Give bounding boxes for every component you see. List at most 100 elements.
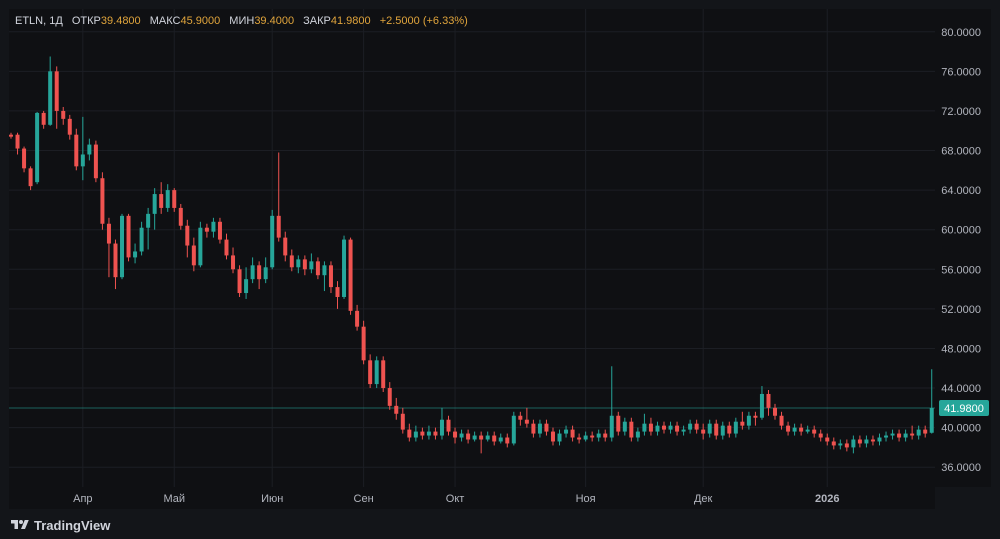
candle[interactable] — [381, 356, 386, 392]
candle[interactable] — [583, 431, 588, 442]
candle[interactable] — [335, 281, 340, 309]
candle[interactable] — [596, 429, 601, 442]
candle[interactable] — [302, 255, 307, 276]
candle[interactable] — [22, 146, 27, 173]
candle[interactable] — [146, 207, 151, 250]
candle[interactable] — [165, 184, 170, 212]
candle[interactable] — [100, 172, 105, 230]
candle[interactable] — [635, 427, 640, 442]
candle[interactable] — [648, 417, 653, 436]
candle[interactable] — [139, 221, 144, 256]
candle[interactable] — [864, 435, 869, 448]
tradingview-logo[interactable]: TradingView — [10, 517, 110, 533]
candle[interactable] — [48, 56, 53, 126]
candle[interactable] — [328, 261, 333, 294]
candle[interactable] — [662, 421, 666, 434]
chart-plot-area[interactable] — [9, 9, 935, 487]
candle[interactable] — [413, 425, 418, 442]
candle[interactable] — [910, 425, 915, 440]
candle[interactable] — [231, 247, 236, 274]
candle[interactable] — [113, 239, 118, 290]
candle[interactable] — [217, 217, 222, 244]
candle[interactable] — [9, 132, 13, 139]
candle[interactable] — [355, 304, 360, 331]
candle[interactable] — [609, 366, 614, 442]
candle[interactable] — [459, 429, 464, 442]
candle[interactable] — [453, 427, 458, 444]
candle[interactable] — [211, 217, 216, 238]
candle[interactable] — [126, 213, 131, 262]
candle[interactable] — [407, 423, 412, 442]
candle[interactable] — [152, 188, 157, 230]
candle[interactable] — [61, 106, 66, 125]
candle[interactable] — [694, 419, 699, 434]
candle[interactable] — [577, 433, 582, 444]
candle[interactable] — [844, 439, 849, 452]
candle[interactable] — [505, 433, 510, 448]
candle[interactable] — [916, 425, 921, 440]
candle[interactable] — [309, 253, 314, 274]
candle[interactable] — [740, 411, 745, 430]
candle[interactable] — [629, 417, 634, 442]
candle[interactable] — [668, 421, 673, 434]
candle[interactable] — [15, 132, 20, 155]
candle[interactable] — [825, 433, 830, 446]
candle[interactable] — [28, 166, 33, 191]
candle[interactable] — [923, 425, 928, 438]
candle[interactable] — [315, 257, 320, 280]
candle[interactable] — [805, 425, 810, 434]
candle[interactable] — [890, 429, 895, 440]
candle[interactable] — [368, 354, 373, 389]
candle[interactable] — [564, 425, 569, 438]
candle[interactable] — [681, 425, 686, 436]
candle[interactable] — [870, 435, 875, 446]
candle[interactable] — [897, 429, 902, 442]
candle[interactable] — [479, 431, 484, 454]
candle[interactable] — [877, 433, 882, 446]
candle[interactable] — [622, 417, 627, 436]
candle[interactable] — [766, 390, 771, 416]
candle[interactable] — [786, 421, 791, 436]
candle[interactable] — [106, 217, 111, 278]
candle[interactable] — [283, 231, 288, 262]
price-axis[interactable]: 80.0000 76.0000 72.0000 68.0000 64.0000 60.00… — [935, 9, 991, 487]
candle[interactable] — [250, 257, 255, 284]
candle[interactable] — [374, 356, 379, 389]
candle[interactable] — [348, 237, 353, 315]
candle[interactable] — [244, 267, 249, 299]
candle[interactable] — [426, 425, 431, 440]
candlestick-chart[interactable] — [9, 9, 935, 487]
candle[interactable] — [485, 431, 490, 442]
candle[interactable] — [857, 435, 862, 448]
candle[interactable] — [590, 431, 595, 442]
candle[interactable] — [270, 209, 275, 270]
candle[interactable] — [178, 203, 183, 230]
candle[interactable] — [35, 111, 40, 185]
symbol-title[interactable]: ETLN, 1Д — [15, 15, 63, 27]
candle[interactable] — [387, 382, 392, 410]
candle[interactable] — [707, 419, 712, 438]
candle[interactable] — [851, 435, 856, 454]
candle[interactable] — [67, 114, 72, 140]
candle[interactable] — [87, 138, 92, 161]
candle[interactable] — [720, 421, 725, 440]
candle[interactable] — [550, 427, 555, 446]
candle[interactable] — [773, 403, 778, 420]
candle[interactable] — [446, 415, 451, 436]
candle[interactable] — [524, 407, 529, 428]
candle[interactable] — [838, 439, 843, 450]
candle[interactable] — [198, 221, 203, 268]
candle[interactable] — [733, 417, 738, 438]
candle[interactable] — [603, 429, 608, 442]
candle[interactable] — [818, 429, 823, 442]
candle[interactable] — [753, 411, 758, 426]
candle[interactable] — [799, 423, 804, 436]
time-axis[interactable]: Апр Май Июн Сен Окт Ноя Дек 2026 — [9, 487, 935, 509]
candle[interactable] — [54, 66, 59, 129]
candle[interactable] — [531, 419, 536, 438]
candle[interactable] — [93, 140, 98, 183]
candle[interactable] — [80, 116, 85, 181]
candle[interactable] — [492, 431, 497, 446]
candle[interactable] — [557, 429, 562, 446]
candle[interactable] — [831, 437, 836, 450]
